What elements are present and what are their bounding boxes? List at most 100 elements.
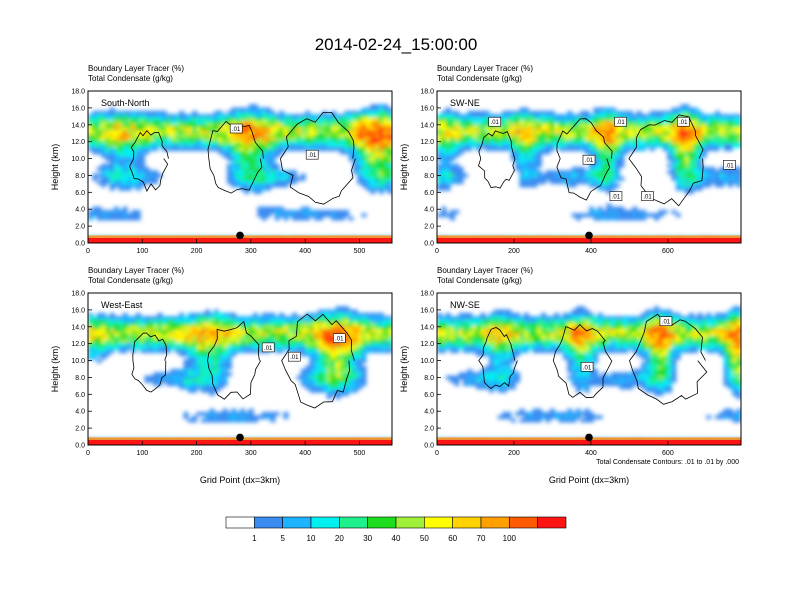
y-tick-label: 2.0: [424, 426, 434, 433]
contour-label: .01: [582, 154, 596, 165]
panel-title-line2: Total Condensate (g/kg): [437, 74, 522, 83]
y-axis-label: Height (km): [399, 346, 409, 393]
x-tick-label: 400: [299, 248, 311, 255]
x-tick-label: 500: [354, 450, 366, 457]
y-tick-label: 12.0: [71, 139, 85, 146]
colorbar-label: 10: [307, 534, 316, 543]
location-marker: [236, 433, 244, 442]
contour-label: .01: [305, 149, 319, 160]
y-tick-label: 12.0: [420, 139, 434, 146]
y-tick-label: 10.0: [71, 358, 85, 365]
colorbar-segment: [509, 516, 538, 529]
contour-label: .01: [333, 333, 346, 343]
contour-label: .01: [488, 116, 502, 127]
colorbar-segment: [282, 516, 312, 529]
colorbar-segment: [537, 516, 567, 529]
colorbar-label: 40: [392, 534, 401, 543]
svg-text:.01: .01: [491, 120, 500, 126]
y-tick-label: 4.0: [424, 409, 434, 416]
y-tick-label: 0.0: [424, 241, 434, 248]
svg-text:.01: .01: [585, 158, 594, 164]
y-tick-label: 8.0: [424, 375, 434, 382]
tracer-field: [437, 91, 741, 243]
colorbar-segment: [225, 516, 255, 529]
svg-text:.01: .01: [679, 120, 688, 126]
y-tick-label: 4.0: [75, 409, 85, 416]
y-tick-label: 14.0: [420, 324, 434, 331]
panel-title-line1: Boundary Layer Tracer (%): [88, 64, 184, 73]
contour-label: .01: [614, 116, 627, 127]
x-tick-label: 0: [86, 450, 90, 457]
y-tick-label: 16.0: [420, 105, 434, 112]
y-tick-label: 12.0: [420, 341, 434, 348]
figure-title: 2014-02-24_15:00:00: [315, 35, 478, 54]
colorbar-label: 50: [420, 534, 429, 543]
contour-label: .01: [609, 191, 623, 201]
x-axis-label: Grid Point (dx=3km): [549, 475, 629, 485]
colorbar-label: 100: [503, 534, 517, 543]
y-tick-label: 16.0: [71, 105, 85, 112]
x-tick-label: 600: [662, 248, 674, 255]
contour-label: .01: [287, 351, 301, 362]
y-tick-label: 14.0: [71, 324, 85, 331]
x-tick-label: 100: [136, 450, 148, 457]
y-tick-label: 16.0: [420, 307, 434, 314]
colorbar-label: 20: [335, 534, 344, 543]
panel-title-line2: Total Condensate (g/kg): [88, 74, 173, 83]
contour-label: .01: [641, 191, 654, 201]
location-marker: [585, 231, 593, 240]
condensate-contours: [129, 112, 356, 205]
svg-text:.01: .01: [335, 337, 344, 343]
colorbar-segment: [395, 516, 425, 529]
y-tick-label: 0.0: [75, 241, 85, 248]
y-tick-label: 12.0: [71, 341, 85, 348]
y-tick-label: 0.0: [424, 443, 434, 450]
y-tick-label: 2.0: [424, 224, 434, 231]
x-tick-label: 200: [191, 248, 203, 255]
x-tick-label: 200: [508, 450, 520, 457]
svg-text:.01: .01: [616, 120, 625, 126]
x-tick-label: 200: [191, 450, 203, 457]
tracer-field: [88, 293, 392, 445]
tracer-field: [88, 91, 392, 243]
contour-label: .01: [676, 116, 690, 127]
x-tick-label: 100: [136, 248, 148, 255]
y-tick-label: 6.0: [75, 392, 85, 399]
y-tick-label: 4.0: [75, 207, 85, 214]
colorbar: 1 5 10 20 30 40 50 60 70 100: [225, 516, 567, 543]
tracer-field: [437, 293, 741, 445]
panel-3: 0.0 2.0 4.0 6.0 8.0 10.0 12.0 14.0 16.0 18.0 0 100 2…: [50, 266, 393, 485]
y-tick-label: 6.0: [75, 190, 85, 197]
y-tick-label: 18.0: [71, 89, 85, 96]
panel-title-line2: Total Condensate (g/kg): [437, 276, 522, 285]
colorbar-label: 70: [477, 534, 486, 543]
colorbar-segment: [367, 516, 397, 529]
plot-frame: [436, 90, 742, 244]
x-tick-label: 300: [245, 450, 257, 457]
colorbar-label: 30: [363, 534, 372, 543]
colorbar-segment: [339, 516, 368, 529]
colorbar-label: 1: [252, 534, 257, 543]
panel-label: NW-SE: [450, 300, 480, 310]
condensate-contours: [131, 313, 355, 409]
y-tick-label: 18.0: [71, 291, 85, 298]
y-tick-label: 4.0: [424, 207, 434, 214]
y-tick-label: 18.0: [420, 291, 434, 298]
condensate-contours: [478, 313, 708, 405]
x-tick-label: 400: [585, 248, 597, 255]
y-tick-label: 18.0: [420, 89, 434, 96]
y-tick-label: 14.0: [71, 122, 85, 129]
contour-label: .01: [723, 160, 736, 170]
svg-text:.01: .01: [264, 346, 273, 352]
panel-4: 0.0 2.0 4.0 6.0 8.0 10.0 12.0 14.0 16.0 18.0 0 200 4…: [399, 266, 742, 485]
y-tick-label: 0.0: [75, 443, 85, 450]
panel-title-line1: Boundary Layer Tracer (%): [437, 266, 533, 275]
x-tick-label: 0: [435, 450, 439, 457]
contour-label: .01: [580, 362, 594, 372]
x-tick-label: 0: [435, 248, 439, 255]
colorbar-segment: [452, 516, 482, 529]
svg-text:.01: .01: [308, 153, 317, 159]
x-axis-label: Grid Point (dx=3km): [200, 475, 280, 485]
x-tick-label: 500: [354, 248, 366, 255]
contour-label: .01: [229, 123, 243, 134]
